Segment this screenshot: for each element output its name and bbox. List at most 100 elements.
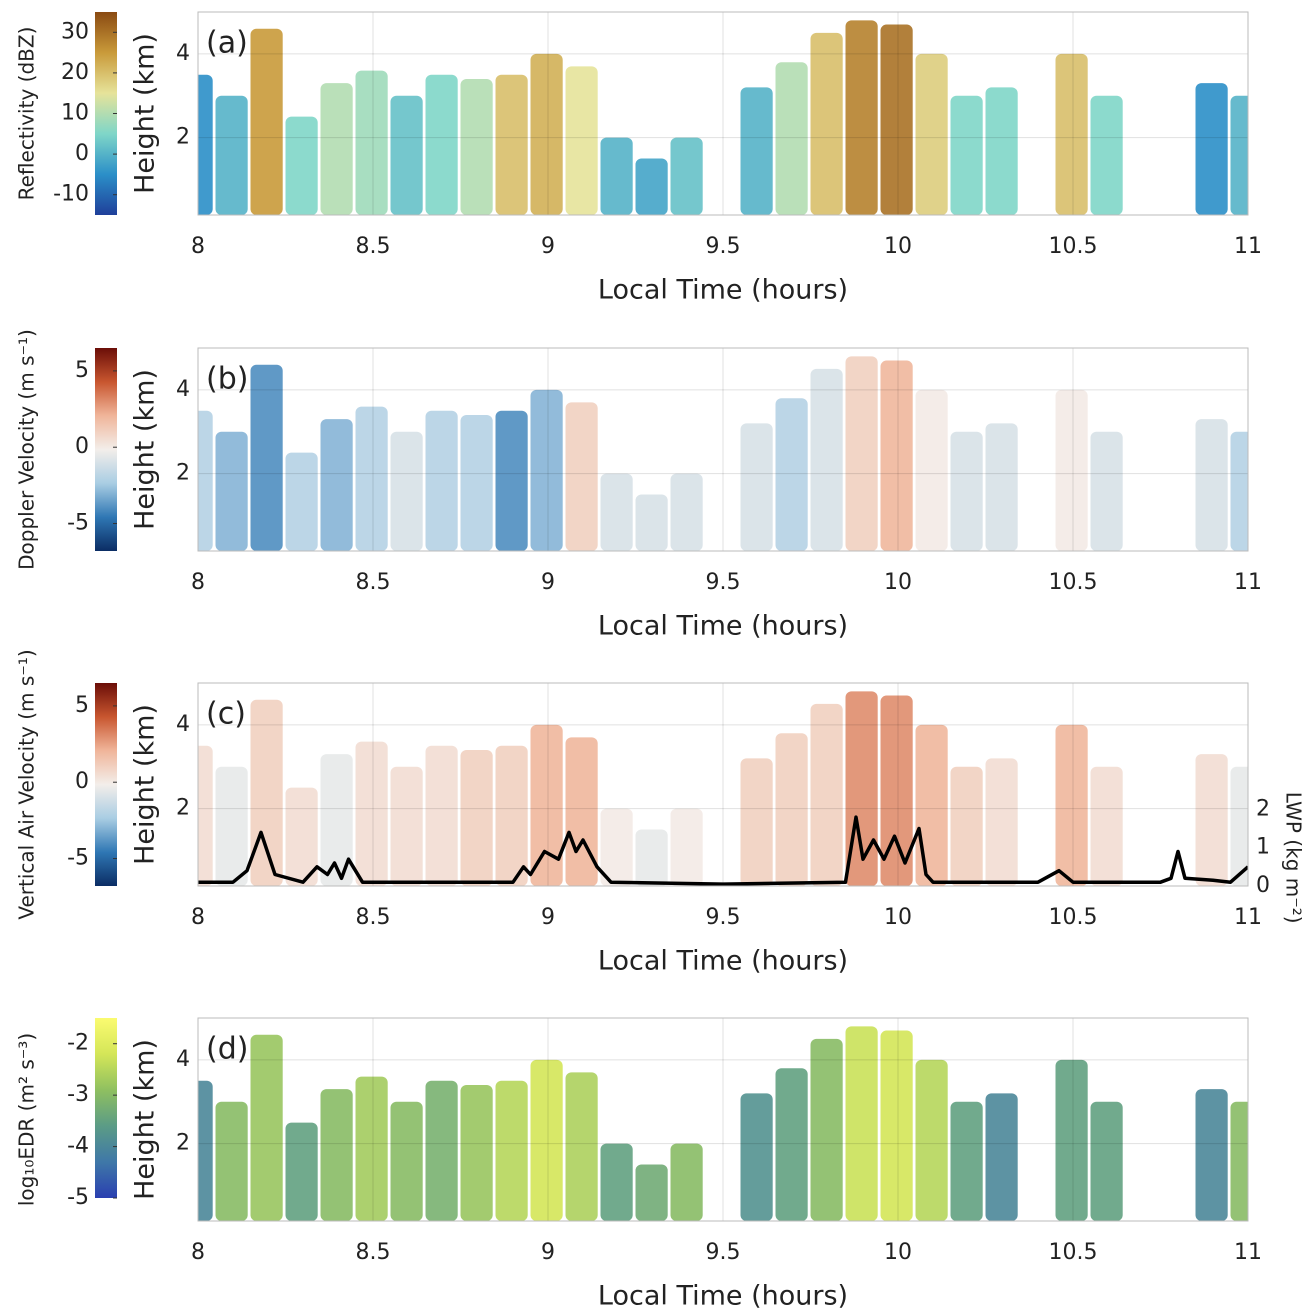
echo-column: [915, 724, 948, 886]
x-tick-label: 8.5: [356, 234, 391, 259]
echo-column: [1090, 431, 1123, 551]
echo-column: [1195, 419, 1228, 551]
echo-column: [198, 1080, 213, 1221]
echo-column: [880, 1030, 913, 1221]
echo-column: [740, 1093, 773, 1221]
echo-column: [600, 137, 633, 215]
echo-column: [530, 53, 563, 215]
x-tick-label: 10: [884, 570, 912, 595]
lwp-line: [198, 815, 1248, 886]
x-axis-label: Local Time (hours): [598, 946, 848, 977]
colorbar: [95, 1018, 117, 1198]
echo-column: [775, 1068, 808, 1221]
echo-column: [845, 1026, 878, 1221]
y2-axis-label: LWP (kg m⁻²): [1282, 792, 1306, 924]
x-tick-label: 10.5: [1049, 1240, 1098, 1265]
plot-frame: [197, 682, 1249, 887]
echo-column: [740, 758, 773, 886]
echo-column: [250, 699, 283, 886]
echo-column: [320, 419, 353, 551]
colorbar-tick-label: 30: [61, 19, 89, 44]
echo-column: [215, 766, 248, 886]
echo-column: [530, 724, 563, 886]
echo-column: [198, 745, 213, 886]
colorbar-label: Doppler Velocity (m s⁻¹): [15, 329, 39, 570]
echo-column: [425, 745, 458, 886]
echo-column: [460, 78, 493, 215]
echo-column: [985, 423, 1018, 551]
y-axis-label: Height (km): [130, 704, 161, 865]
x-tick-label: 9: [541, 234, 555, 259]
x-tick-label: 9: [541, 1240, 555, 1265]
panel-label: (d): [206, 1032, 248, 1067]
echo-column: [740, 87, 773, 215]
x-tick-label: 10: [884, 1240, 912, 1265]
echo-column: [460, 1084, 493, 1221]
echo-column: [565, 66, 598, 215]
echo-column: [880, 24, 913, 215]
colorbar-tick-label: 10: [61, 101, 89, 126]
echo-column: [390, 1101, 423, 1221]
echo-column: [775, 398, 808, 551]
x-tick-label: 10: [884, 234, 912, 259]
echo-column: [215, 95, 248, 215]
x-tick-label: 9.5: [706, 1240, 741, 1265]
y-tick-label: 2: [176, 125, 190, 150]
echo-column: [250, 1034, 283, 1221]
x-tick-label: 8.5: [356, 1240, 391, 1265]
echo-column: [775, 62, 808, 215]
plot-frame: [197, 11, 1249, 216]
echo-column: [355, 70, 388, 215]
echo-column: [565, 1072, 598, 1221]
echo-column: [495, 745, 528, 886]
echo-column: [985, 87, 1018, 215]
echo-column: [1055, 389, 1088, 551]
colorbar-tick-label: 5: [75, 693, 89, 718]
colorbar-tick-label: -3: [67, 1082, 89, 1107]
echo-column: [880, 695, 913, 886]
x-tick-label: 10: [884, 905, 912, 930]
echo-column: [285, 787, 318, 886]
echo-column: [320, 754, 353, 886]
y-tick-label: 4: [176, 712, 190, 737]
x-tick-label: 8.5: [356, 570, 391, 595]
echo-column: [198, 74, 213, 215]
y2-tick-label: 2: [1256, 796, 1270, 821]
x-tick-label: 10.5: [1049, 234, 1098, 259]
x-tick-label: 9: [541, 570, 555, 595]
y-axis-label: Height (km): [130, 369, 161, 530]
x-tick-label: 8.5: [356, 905, 391, 930]
echo-column: [320, 83, 353, 215]
y-tick-label: 4: [176, 1047, 190, 1072]
x-tick-label: 9.5: [706, 570, 741, 595]
echo-column: [1230, 1101, 1248, 1221]
plot-frame: [197, 347, 1249, 552]
y-axis-label: Height (km): [130, 33, 161, 194]
echo-column: [198, 410, 213, 551]
colorbar-tick-label: -4: [67, 1134, 89, 1159]
echo-column: [460, 414, 493, 551]
data-layer: [198, 356, 1248, 551]
echo-column: [600, 473, 633, 551]
echo-column: [1090, 95, 1123, 215]
y-axis-label: Height (km): [130, 1039, 161, 1200]
echo-column: [460, 749, 493, 886]
echo-column: [810, 368, 843, 551]
echo-column: [915, 389, 948, 551]
y-tick-label: 4: [176, 377, 190, 402]
echo-column: [915, 1059, 948, 1221]
echo-column: [740, 423, 773, 551]
colorbar-tick-label: 20: [61, 60, 89, 85]
x-tick-label: 9.5: [706, 234, 741, 259]
x-axis-label: Local Time (hours): [598, 1281, 848, 1312]
echo-column: [635, 494, 668, 551]
colorbar: [95, 348, 117, 551]
colorbar: [95, 12, 117, 215]
x-tick-label: 10.5: [1049, 570, 1098, 595]
echo-column: [285, 452, 318, 551]
echo-column: [1195, 754, 1228, 886]
echo-column: [355, 406, 388, 551]
x-tick-label: 8: [191, 1240, 205, 1265]
colorbar-label: Reflectivity (dBZ): [15, 27, 39, 201]
panel-label: (a): [206, 26, 248, 61]
